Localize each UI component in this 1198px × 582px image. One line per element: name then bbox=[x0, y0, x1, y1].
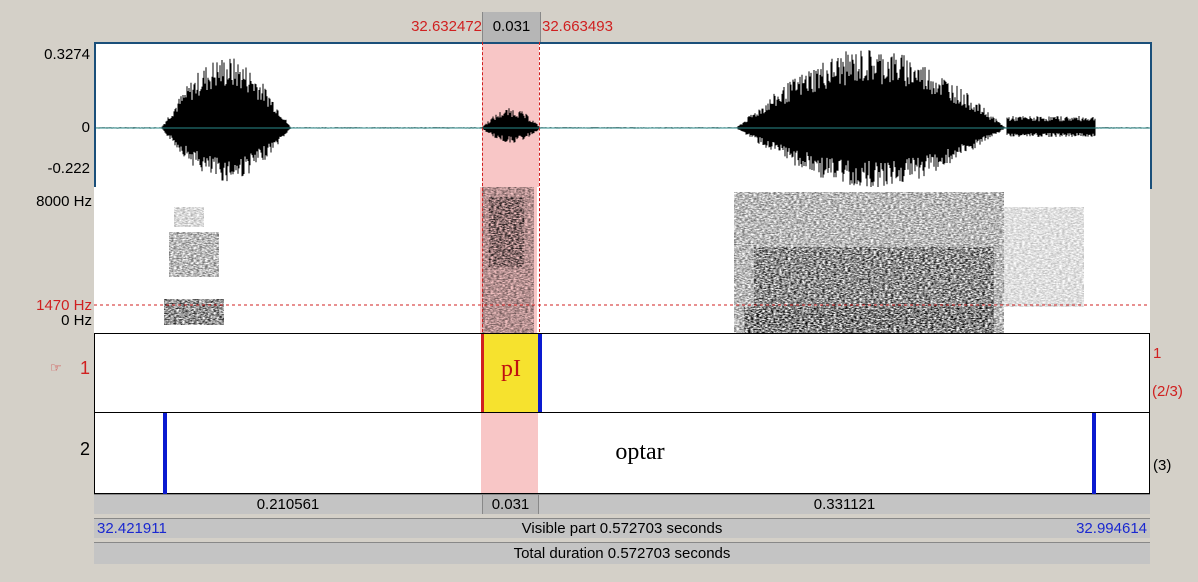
tier2-left-boundary[interactable] bbox=[163, 413, 167, 495]
right-duration-bar[interactable]: 0.331121 bbox=[539, 494, 1150, 514]
visible-end-time: 32.994614 bbox=[1076, 520, 1147, 537]
tier1-selected-interval[interactable] bbox=[483, 334, 540, 413]
selection-start-time: 32.632472 bbox=[411, 18, 482, 35]
waveform-path bbox=[96, 50, 1150, 187]
hand-pointer-icon: ☞ bbox=[50, 360, 62, 375]
spectrogram-band bbox=[174, 207, 204, 227]
spectrogram-energy bbox=[164, 187, 1084, 333]
tier2-number[interactable]: 2 bbox=[79, 439, 90, 459]
tier1-number[interactable]: 1 bbox=[79, 358, 90, 378]
waveform-max-label: 0.3274 bbox=[44, 46, 90, 63]
selection-duration[interactable]: 0.031 bbox=[482, 12, 541, 42]
visible-part-label: Visible part 0.572703 seconds bbox=[521, 520, 723, 537]
waveform-zero-label: 0 bbox=[81, 119, 90, 136]
tier1-right-label2: (2/3) bbox=[1152, 383, 1183, 400]
visible-part-bar[interactable]: 32.421911 Visible part 0.572703 seconds … bbox=[94, 518, 1150, 538]
spectrogram-top-label: 8000 Hz bbox=[36, 193, 92, 210]
tier2-right-boundary[interactable] bbox=[1092, 413, 1096, 495]
tier1-right-label: 1 bbox=[1153, 345, 1162, 362]
spectrogram-bottom-label: 0 Hz bbox=[61, 312, 92, 329]
left-duration-bar[interactable]: 0.210561 bbox=[94, 494, 482, 514]
waveform-trace bbox=[96, 50, 1150, 187]
visible-start-time: 32.421911 bbox=[97, 520, 167, 537]
selection-end-time: 32.663493 bbox=[542, 18, 613, 35]
tier2-selection-highlight bbox=[481, 413, 538, 493]
tier2-interval-text[interactable]: optar bbox=[615, 439, 665, 465]
tier-1[interactable]: pI bbox=[94, 333, 1150, 414]
tier1-left-boundary[interactable] bbox=[481, 334, 484, 413]
spectrogram-cursor-label: 1470 Hz bbox=[36, 297, 92, 314]
spectrogram-band bbox=[489, 197, 524, 267]
selection-end-line bbox=[539, 42, 540, 332]
tier1-right-boundary[interactable] bbox=[538, 334, 542, 413]
spectrogram-band bbox=[744, 307, 994, 333]
tier-2[interactable]: optar bbox=[94, 412, 1150, 495]
waveform-min-label: -0.222 bbox=[47, 160, 90, 177]
tier1-interval-text[interactable]: pI bbox=[501, 356, 521, 382]
spectrogram-band bbox=[169, 232, 219, 277]
total-duration-bar[interactable]: Total duration 0.572703 seconds bbox=[94, 542, 1150, 564]
tier2-right-label: (3) bbox=[1153, 457, 1172, 474]
selection-duration-bar[interactable]: 0.031 bbox=[482, 494, 539, 514]
selection-start-line bbox=[482, 42, 483, 332]
spectrogram-band bbox=[164, 299, 224, 325]
spectrogram-band bbox=[1004, 207, 1084, 307]
waveform-panel[interactable] bbox=[94, 42, 1152, 189]
spectrogram-panel[interactable] bbox=[94, 187, 1150, 333]
